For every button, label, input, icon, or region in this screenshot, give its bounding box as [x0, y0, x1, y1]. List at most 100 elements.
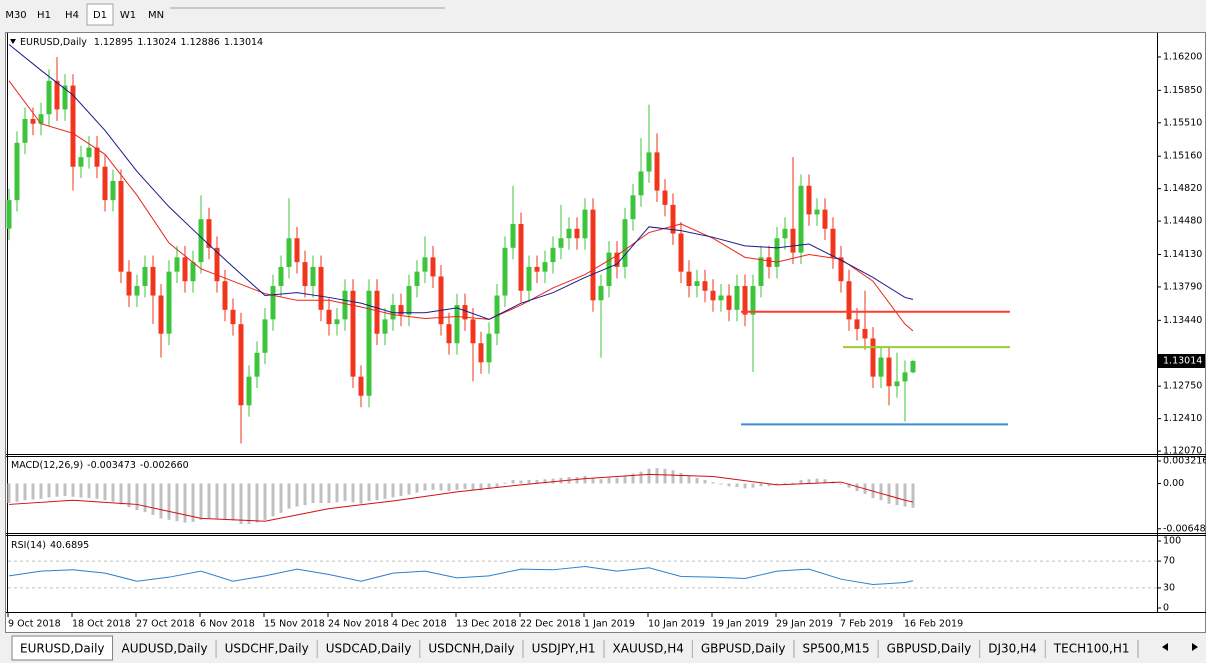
candle-body: [94, 147, 100, 167]
tab-label[interactable]: TECH100,H1: [1053, 642, 1130, 656]
candle-body: [158, 295, 164, 334]
tab[interactable]: [113, 638, 216, 658]
candle-body: [150, 266, 156, 296]
candle-body: [510, 223, 516, 248]
tab-label[interactable]: SP500,M15: [802, 642, 869, 656]
histogram-bar: [887, 483, 891, 504]
timeframe-label[interactable]: H1: [37, 10, 51, 21]
x-tick-label: 4 Dec 2018: [392, 619, 447, 630]
candle-body: [702, 281, 708, 291]
tab[interactable]: [523, 638, 604, 658]
tab[interactable]: [604, 638, 692, 658]
timeframe-label[interactable]: MN: [148, 10, 164, 21]
tab-scroll-left[interactable]: [1162, 643, 1168, 651]
candle-body: [374, 290, 380, 334]
y-tick-label: 1.15850: [1163, 85, 1202, 96]
histogram-bar: [911, 483, 915, 508]
tab[interactable]: [794, 638, 878, 658]
histogram-bar: [487, 483, 491, 490]
candle-body: [326, 309, 332, 325]
timeframe-button[interactable]: [86, 3, 114, 26]
histogram-bar: [119, 483, 123, 505]
timeframe-button[interactable]: [3, 4, 29, 25]
histogram-bar: [343, 483, 347, 501]
tab[interactable]: [1045, 638, 1138, 658]
x-tick-label: 6 Nov 2018: [200, 619, 255, 630]
histogram-bar: [399, 483, 403, 497]
tab-label[interactable]: EURUSD,Daily: [20, 642, 105, 656]
histogram-bar: [359, 483, 363, 504]
tab-scroll-right[interactable]: [1192, 643, 1198, 651]
histogram-bar: [295, 483, 299, 507]
histogram-bar: [471, 483, 475, 490]
candle-body: [70, 85, 76, 167]
histogram-bar: [783, 482, 787, 484]
candle-body: [870, 338, 876, 377]
candle-body: [622, 219, 628, 267]
candle-body: [526, 266, 532, 291]
histogram-bar: [279, 483, 283, 513]
x-tick-label: 10 Jan 2019: [648, 619, 705, 630]
histogram-bar: [711, 482, 715, 484]
tab-label[interactable]: USDCHF,Daily: [225, 642, 309, 656]
histogram-bar: [695, 477, 699, 484]
candle-body: [110, 181, 116, 201]
tab[interactable]: [11, 635, 114, 661]
tab[interactable]: [980, 638, 1045, 658]
timeframe-button[interactable]: [59, 4, 85, 25]
candle-body: [118, 181, 124, 272]
tab-label[interactable]: USDJPY,H1: [532, 642, 596, 656]
tab[interactable]: [216, 638, 317, 658]
tab-label[interactable]: USDCNH,Daily: [428, 642, 514, 656]
candle-body: [198, 219, 204, 263]
histogram-bar: [167, 483, 171, 520]
histogram-bar: [647, 468, 651, 484]
candle-body: [190, 262, 196, 282]
tab-label[interactable]: XAUUSD,H4: [613, 642, 684, 656]
header-part: MACD(12,26,9): [11, 460, 83, 471]
candle-body: [86, 147, 92, 158]
candle-body: [222, 281, 228, 310]
timeframe-button[interactable]: [115, 4, 141, 25]
current-price-label: 1.13014: [1163, 356, 1202, 367]
histogram-bar: [663, 468, 667, 484]
candle-body: [182, 257, 188, 282]
timeframe-label[interactable]: H4: [65, 10, 79, 21]
candle-body: [446, 324, 452, 344]
tab-label[interactable]: USDCAD,Daily: [326, 642, 412, 656]
tab-label[interactable]: GBPUSD,Daily: [701, 642, 786, 656]
tab[interactable]: [420, 638, 523, 658]
candle-body: [230, 309, 236, 325]
tab-label[interactable]: DJ30,H4: [988, 642, 1037, 656]
tab[interactable]: [692, 638, 794, 658]
y-tick-label: 1.13440: [1163, 315, 1202, 326]
histogram-bar: [479, 483, 483, 491]
histogram-bar: [855, 483, 859, 492]
histogram-bar: [839, 483, 843, 485]
histogram-bar: [375, 483, 379, 501]
timeframe-label[interactable]: W1: [120, 10, 136, 21]
candle-body: [654, 152, 660, 191]
timeframe-button[interactable]: [31, 4, 57, 25]
candle-body: [710, 290, 716, 301]
y-tick-label: 1.15160: [1163, 151, 1202, 162]
timeframe-label[interactable]: D1: [93, 10, 107, 21]
y-tick-label: 1.14820: [1163, 183, 1202, 194]
candle-body: [838, 257, 844, 282]
tab-label[interactable]: GBPUSD,Daily: [887, 642, 972, 656]
tab-label[interactable]: AUDUSD,Daily: [122, 642, 208, 656]
histogram-bar: [63, 483, 67, 497]
timeframe-button[interactable]: [143, 4, 169, 25]
tab[interactable]: [317, 638, 420, 658]
candle-body: [750, 285, 756, 315]
timeframe-label[interactable]: M30: [5, 10, 26, 21]
tab[interactable]: [878, 638, 980, 658]
histogram-bar: [415, 483, 419, 493]
moving-line: [8, 44, 914, 320]
candle-body: [262, 319, 268, 353]
candle-body: [686, 271, 692, 286]
candle-body: [566, 228, 572, 239]
candle-body: [142, 266, 148, 286]
